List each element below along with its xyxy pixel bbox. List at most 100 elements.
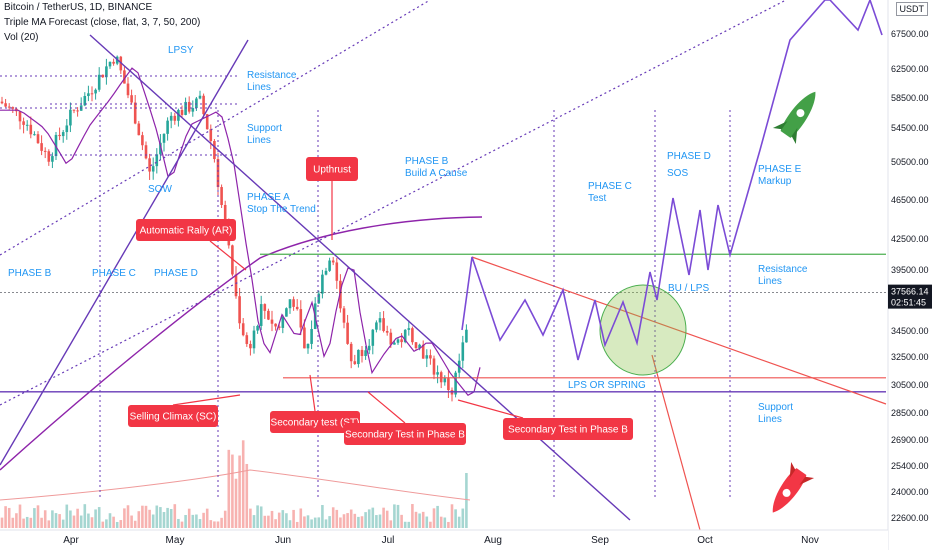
phase-label: PHASE C — [92, 268, 136, 279]
candle-body — [108, 61, 112, 67]
time-tick-label: Apr — [63, 535, 79, 546]
candle-body — [90, 93, 94, 95]
candle-body — [205, 114, 209, 130]
candle-body — [141, 135, 144, 146]
volume-bar — [360, 516, 364, 528]
candle-body — [299, 309, 303, 328]
phase-label: SOW — [148, 184, 172, 195]
candle-body — [418, 344, 421, 349]
volume-bar — [148, 509, 151, 528]
candle-body — [151, 166, 155, 172]
callout-box — [306, 157, 358, 181]
candle-body — [303, 327, 306, 349]
volume-bar — [209, 520, 213, 528]
volume-bar — [317, 517, 321, 528]
indicator-title: Triple MA Forecast (close, flat, 3, 7, 5… — [4, 17, 201, 28]
callout-pointer — [209, 240, 247, 271]
callout-label: Selling Climax (SC) — [130, 412, 217, 423]
currency-badge[interactable]: USDT — [895, 2, 928, 16]
line-label: Resistance Lines — [247, 70, 297, 93]
candle-body — [7, 106, 11, 108]
candle-body — [360, 349, 364, 357]
volume-bar — [144, 505, 148, 528]
volume-layer — [0, 440, 468, 528]
candle-body — [195, 98, 198, 109]
volume-bar — [382, 507, 385, 528]
callout-pointer — [309, 374, 316, 412]
candle-body — [371, 329, 375, 346]
candle-body — [267, 310, 270, 320]
volume-bar — [353, 513, 357, 528]
volume-bar — [18, 504, 22, 528]
volume-bar — [461, 508, 465, 528]
candle-body — [76, 110, 79, 112]
candle-body — [202, 95, 205, 115]
volume-bar — [310, 519, 313, 528]
volume-bar — [130, 515, 133, 528]
volume-bar — [457, 516, 461, 528]
candle-body — [454, 372, 457, 395]
volume-bar — [29, 517, 33, 528]
volume-bar — [90, 517, 94, 528]
price-tick-label: 50500.00 — [891, 157, 929, 167]
last-price-tag — [888, 284, 932, 309]
annotation-layer: PHASE B PHASE C PHASE D PHASE B Build A Caus… — [8, 45, 808, 445]
volume-bar — [184, 514, 187, 528]
volume-bar — [342, 514, 346, 528]
projection-layer — [461, 0, 883, 361]
candle-body — [180, 109, 184, 115]
callout-box — [344, 423, 466, 445]
volume-bar — [324, 519, 328, 528]
phase-label: BU / LPS — [668, 283, 709, 294]
volume-bar — [155, 505, 159, 528]
volume-bar — [313, 517, 317, 528]
candle-body — [83, 96, 87, 106]
time-tick-label: Jul — [382, 535, 395, 546]
volume-bar — [223, 510, 227, 528]
price-tick-label: 30500.00 — [891, 380, 929, 390]
price-tick-label: 54500.00 — [891, 123, 929, 133]
axis-background — [888, 0, 932, 550]
candle-body — [447, 378, 450, 391]
price-tick-label: 58500.00 — [891, 93, 929, 103]
candle-body — [357, 349, 360, 365]
volume-bar — [270, 510, 274, 528]
volume-bar — [436, 505, 439, 528]
volume-bar — [421, 511, 425, 528]
volume-bar — [87, 513, 90, 528]
price-tick-label: 26900.00 — [891, 435, 929, 445]
candle-body — [11, 107, 15, 109]
candle-body — [137, 123, 141, 136]
volume-bar — [367, 509, 371, 528]
volume-bar — [162, 512, 166, 528]
volume-bar — [173, 504, 177, 528]
candle-body — [169, 115, 173, 121]
candle-body — [403, 329, 407, 343]
candle-body — [425, 355, 429, 359]
candle-body — [346, 322, 349, 344]
candle-body — [187, 101, 191, 112]
volume-bar — [33, 508, 36, 528]
phase-label: PHASE D — [667, 151, 711, 162]
candle-body — [159, 142, 162, 155]
volume-bar — [11, 517, 15, 528]
callout-label: Secondary Test in Phase B — [508, 425, 628, 436]
volume-bar — [72, 515, 76, 528]
volume-bar — [101, 521, 105, 528]
candle-body — [245, 335, 249, 344]
candle-body — [378, 318, 382, 323]
ma-200-line — [0, 216, 483, 471]
time-tick-label: Oct — [697, 535, 713, 546]
candle-body — [310, 328, 313, 344]
candle-body — [263, 304, 267, 311]
volume-bar — [115, 521, 119, 528]
phase-label: PHASE C Test — [588, 181, 632, 204]
line-label: Support Lines — [758, 402, 793, 425]
candle-body — [213, 141, 216, 160]
candle-body — [411, 328, 414, 343]
symbol-title: Bitcoin / TetherUS, 1D, BINANCE — [4, 2, 153, 13]
volume-bar — [159, 507, 162, 528]
candle-body — [465, 329, 468, 343]
volume-bar — [166, 507, 169, 528]
